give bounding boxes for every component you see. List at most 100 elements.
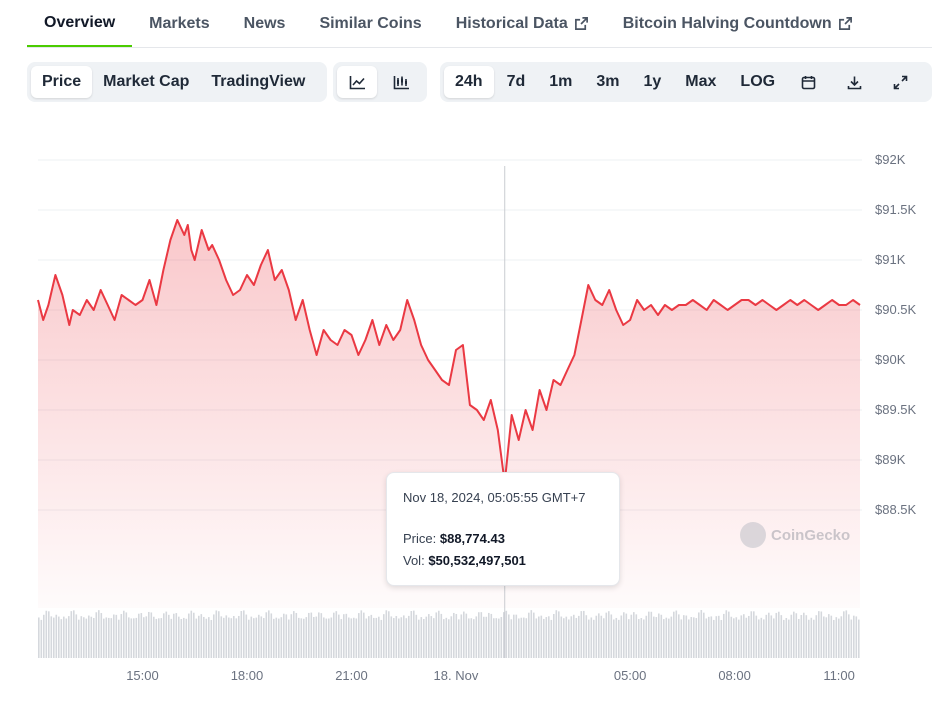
volume-bar	[145, 616, 148, 658]
volume-bar	[320, 613, 323, 658]
volume-bar	[153, 616, 155, 658]
volume-bar	[198, 615, 200, 658]
tab-bitcoin-halving-countdown[interactable]: Bitcoin Halving Countdown	[606, 0, 870, 47]
volume-bar	[485, 616, 488, 658]
volume-bar	[130, 618, 133, 658]
candlestick-chart-button[interactable]	[381, 66, 421, 98]
volume-bar	[653, 616, 655, 658]
tab-historical-data[interactable]: Historical Data	[439, 0, 606, 47]
volume-bar	[683, 615, 685, 658]
volume-bar	[715, 616, 718, 658]
volume-bar	[530, 610, 533, 658]
volume-bar	[493, 618, 495, 658]
volume-bar	[393, 618, 395, 658]
volume-bar	[230, 618, 233, 658]
volume-bar	[413, 610, 415, 658]
tooltip-date: Nov 18, 2024, 05:05:55 GMT+7	[403, 490, 586, 505]
tooltip-volume-label: Vol:	[403, 553, 425, 568]
volume-bar	[283, 613, 285, 658]
volume-bar	[608, 611, 610, 658]
volume-bar	[433, 618, 435, 658]
tab-overview[interactable]: Overview	[27, 0, 133, 47]
volume-bar	[693, 617, 695, 658]
volume-bar	[450, 616, 453, 658]
watermark-text: CoinGecko	[771, 526, 851, 544]
x-axis-labels: 15:00 18:00 21:00 18. Nov 05:00 08:00 11:00	[126, 668, 855, 683]
volume-bar	[78, 619, 80, 658]
download-button[interactable]	[834, 66, 874, 98]
volume-bar	[480, 612, 483, 658]
volume-bar	[478, 612, 480, 658]
volume-bar	[243, 610, 245, 658]
fullscreen-button[interactable]	[880, 66, 920, 98]
volume-bar	[518, 618, 520, 658]
volume-bar	[268, 610, 270, 658]
volume-bar	[238, 615, 240, 658]
range-3m-button[interactable]: 3m	[596, 73, 620, 90]
log-scale-button[interactable]: LOG	[740, 73, 776, 90]
volume-bar	[675, 610, 678, 658]
volume-bar	[303, 618, 305, 658]
tab-markets[interactable]: Markets	[132, 0, 226, 47]
volume-bar	[398, 618, 400, 658]
volume-bar	[425, 616, 428, 658]
calendar-button[interactable]	[788, 66, 828, 98]
volume-bar	[410, 610, 413, 658]
volume-bar	[368, 616, 370, 658]
view-tradingview-button[interactable]: TradingView	[211, 73, 306, 90]
volume-bar	[668, 618, 670, 658]
volume-bar	[453, 612, 455, 658]
volume-bar	[795, 613, 798, 658]
volume-bar	[603, 618, 605, 658]
range-max-button[interactable]: Max	[685, 73, 717, 90]
volume-bar	[403, 615, 405, 658]
volume-bar	[73, 610, 75, 658]
volume-bar	[655, 617, 658, 658]
volume-bar	[200, 614, 203, 658]
volume-bar	[390, 616, 393, 658]
tab-similar-coins[interactable]: Similar Coins	[302, 0, 438, 47]
volume-bar	[613, 619, 615, 658]
volume-bar	[408, 615, 410, 658]
volume-bar	[68, 616, 70, 658]
volume-bar	[585, 615, 588, 658]
volume-bar	[265, 612, 268, 658]
range-1y-button[interactable]: 1y	[643, 73, 662, 90]
price-chart[interactable]: $88.5K $89K $89.5K $90K $90.5K $91K $91.5K $92K…	[0, 120, 938, 702]
volume-bar	[670, 616, 673, 658]
volume-bar	[800, 615, 803, 658]
volume-bar	[363, 612, 365, 658]
range-24h-button[interactable]: 24h	[444, 66, 494, 98]
volume-bar	[805, 615, 808, 658]
volume-bar	[85, 618, 88, 658]
volume-bar	[568, 619, 570, 658]
volume-bar	[598, 613, 600, 658]
view-price-button[interactable]: Price	[31, 66, 93, 98]
y-tick-label: $88.5K	[875, 502, 917, 517]
volume-bar	[838, 618, 840, 658]
volume-bar	[748, 615, 750, 658]
range-1m-button[interactable]: 1m	[549, 73, 573, 90]
y-axis-labels: $88.5K $89K $89.5K $90K $90.5K $91K $91.5K $92K	[875, 152, 917, 517]
volume-bar	[545, 617, 548, 658]
x-tick-label: 05:00	[614, 668, 647, 683]
volume-bar	[213, 614, 215, 658]
volume-bar	[583, 610, 585, 658]
volume-bar	[275, 617, 278, 658]
volume-bar	[768, 612, 770, 658]
volume-bar	[388, 611, 390, 658]
range-7d-button[interactable]: 7d	[506, 73, 526, 90]
expand-icon	[893, 75, 908, 90]
line-chart-button[interactable]	[337, 66, 377, 98]
view-market-cap-button[interactable]: Market Cap	[103, 73, 190, 90]
tab-news[interactable]: News	[227, 0, 303, 47]
calendar-icon	[801, 75, 816, 90]
price-area	[38, 220, 860, 608]
volume-bar	[775, 612, 778, 658]
volume-bar	[770, 615, 773, 658]
volume-bar	[648, 611, 650, 658]
volume-bar	[100, 613, 103, 658]
volume-bar	[90, 616, 93, 658]
volume-bar	[338, 614, 340, 658]
volume-bar	[383, 614, 385, 658]
